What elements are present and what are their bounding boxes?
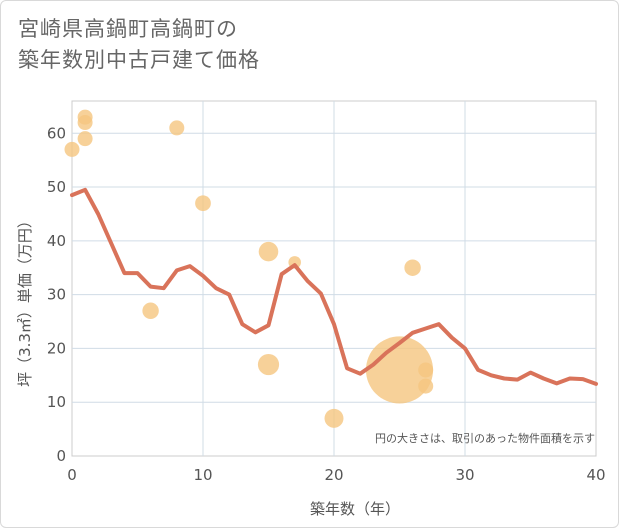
data-bubble [258, 241, 279, 262]
data-bubble [257, 353, 280, 376]
chart-title-line-1: 宮崎県高鍋町高鍋町の [18, 17, 238, 41]
data-bubble [77, 115, 93, 131]
y-tick-label: 40 [47, 232, 66, 250]
data-bubble [64, 141, 80, 157]
average-price-line [70, 187, 598, 386]
grid-lines [71, 100, 597, 457]
x-tick-label: 10 [193, 466, 212, 484]
data-bubble [418, 378, 434, 394]
y-tick-label: 20 [47, 339, 66, 357]
y-tick-label: 60 [47, 124, 66, 142]
bubble-series [64, 109, 434, 428]
x-tick-label: 0 [67, 466, 77, 484]
y-axis-label: 坪（3.3㎡）単価（万円） [16, 213, 34, 387]
data-bubble [142, 302, 159, 319]
data-bubble [195, 195, 211, 212]
bubble-size-note: 円の大きさは、取引のあった物件面積を示す [375, 431, 595, 445]
y-tick-label: 0 [56, 447, 66, 465]
x-axis-label: 築年数（年） [310, 500, 400, 518]
x-tick-label: 20 [324, 466, 343, 484]
data-bubble [169, 120, 185, 136]
chart-title: 宮崎県高鍋町高鍋町の 築年数別中古戸建て価格 [18, 14, 260, 76]
y-tick-label: 50 [47, 178, 66, 196]
x-tick-label: 40 [586, 466, 605, 484]
chart-title-line-2: 築年数別中古戸建て価格 [18, 48, 260, 72]
x-tick-label: 30 [455, 466, 474, 484]
data-bubble [77, 131, 93, 147]
y-tick-label: 10 [47, 393, 66, 411]
y-tick-label: 30 [47, 286, 66, 304]
average-line-series [70, 187, 598, 386]
axes: 0 10 20 30 40 50 60 0 10 20 30 40 [47, 124, 606, 484]
data-bubble [418, 362, 434, 378]
data-bubble [324, 408, 344, 428]
data-bubble [365, 336, 434, 404]
data-bubble [404, 259, 421, 276]
